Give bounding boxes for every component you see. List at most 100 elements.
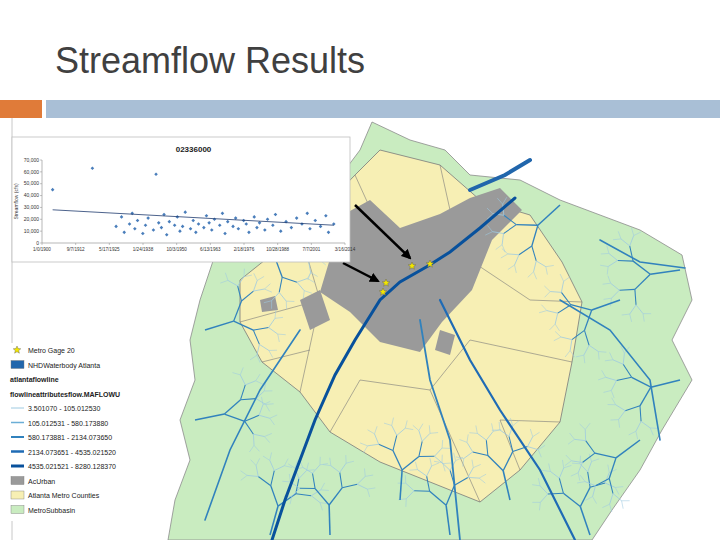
data-point — [247, 231, 251, 235]
stream — [296, 494, 311, 496]
stream — [504, 215, 516, 224]
stream — [257, 344, 260, 355]
header-bar — [46, 100, 720, 118]
stream — [292, 488, 300, 496]
stream — [555, 324, 559, 331]
stream — [561, 337, 572, 340]
stream — [256, 381, 263, 384]
data-point — [178, 229, 182, 233]
stream — [234, 301, 242, 321]
x-tick-label: 9/7/1912 — [67, 247, 85, 252]
legend-line — [11, 422, 24, 424]
stream — [608, 276, 611, 284]
trend-line — [53, 210, 334, 225]
data-point — [114, 225, 118, 229]
stream — [580, 487, 590, 506]
stream — [616, 405, 626, 411]
stream — [634, 232, 641, 236]
stream — [315, 489, 329, 505]
stream — [307, 463, 309, 471]
stream — [406, 491, 414, 499]
data-point — [122, 231, 126, 235]
legend-label: flowlineattributesflow.MAFLOWU — [10, 391, 120, 398]
stream — [279, 292, 286, 301]
data-point — [205, 214, 209, 218]
stream — [253, 328, 268, 331]
legend-label: 105.012531 - 580.173880 — [28, 420, 108, 427]
stream — [503, 197, 507, 204]
stream — [615, 487, 619, 494]
stream — [278, 334, 280, 342]
stream — [364, 468, 366, 476]
stream — [538, 450, 541, 457]
stream — [607, 246, 609, 254]
stream — [432, 463, 439, 466]
stream — [402, 456, 419, 470]
gage-star — [379, 288, 387, 295]
data-point — [266, 217, 270, 221]
stream — [534, 261, 537, 272]
pointer-arrow — [355, 205, 410, 258]
stream — [397, 428, 406, 435]
stream — [592, 459, 600, 462]
stream — [284, 459, 288, 466]
stream — [607, 267, 609, 275]
stream — [629, 431, 636, 435]
stream — [572, 463, 580, 465]
stream — [253, 281, 257, 292]
stream — [546, 267, 548, 275]
data-point — [141, 232, 145, 236]
stream — [271, 471, 274, 486]
stream — [251, 460, 256, 466]
gage-star — [426, 260, 434, 267]
stream — [446, 485, 454, 505]
data-point — [210, 228, 214, 232]
stream — [623, 364, 631, 377]
stream — [528, 272, 534, 278]
legend-label: Atlanta Metro Counties — [28, 492, 100, 499]
y-tick-label: 50,000 — [24, 180, 40, 186]
legend-line — [11, 408, 24, 409]
stream — [640, 387, 651, 406]
data-point — [279, 229, 283, 233]
stream — [630, 314, 632, 322]
stream — [363, 446, 367, 453]
stream — [532, 246, 536, 261]
legend-label: atlantaflowline — [10, 376, 59, 383]
stream — [303, 291, 305, 299]
stream — [564, 277, 571, 282]
stream — [487, 208, 493, 214]
y-tick-label: 10,000 — [24, 228, 40, 234]
legend-star — [13, 346, 21, 353]
stream — [550, 471, 559, 478]
stream — [593, 486, 596, 497]
data-point — [181, 225, 185, 229]
stream — [392, 418, 394, 426]
stream — [304, 291, 312, 294]
stream — [623, 353, 624, 364]
stream — [319, 457, 320, 465]
stream — [609, 253, 618, 260]
stream — [469, 432, 477, 434]
stream — [454, 477, 467, 485]
stream — [630, 305, 636, 314]
data-point — [194, 231, 198, 235]
stream — [636, 421, 641, 431]
stream — [485, 232, 492, 235]
stream — [650, 428, 653, 435]
stream — [417, 470, 426, 476]
data-point — [207, 221, 211, 225]
legend-label: 4535.021521 - 8280.128370 — [28, 463, 116, 470]
legend-line — [11, 465, 24, 468]
stream — [540, 486, 548, 494]
stream — [539, 502, 541, 510]
river — [420, 320, 460, 540]
stream — [603, 283, 611, 285]
stream — [497, 198, 502, 204]
data-point — [324, 214, 328, 218]
stream — [613, 238, 621, 240]
stream — [636, 305, 643, 314]
stream — [588, 472, 590, 487]
stream — [241, 475, 247, 480]
stream — [442, 448, 450, 449]
